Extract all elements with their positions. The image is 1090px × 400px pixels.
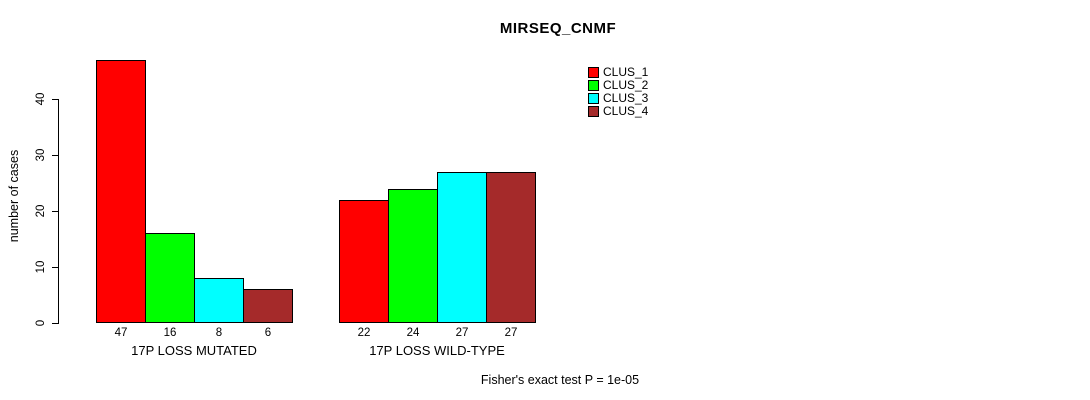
- legend: CLUS_1 CLUS_2 CLUS_3 CLUS_4: [588, 66, 648, 118]
- bar: [96, 60, 146, 323]
- legend-swatch: [588, 93, 599, 104]
- y-tick: [52, 267, 59, 268]
- y-tick: [52, 211, 59, 212]
- legend-item: CLUS_1: [588, 66, 648, 79]
- bar: [145, 233, 195, 323]
- y-tick-label: 40: [35, 92, 47, 106]
- legend-label: CLUS_2: [603, 78, 649, 92]
- bar: [437, 172, 487, 323]
- legend-swatch: [588, 67, 599, 78]
- y-tick: [52, 155, 59, 156]
- legend-item: CLUS_2: [588, 79, 648, 92]
- bar-value-label: 16: [163, 327, 177, 339]
- bar-value-label: 27: [455, 327, 469, 339]
- legend-label: CLUS_3: [603, 91, 649, 105]
- y-tick-label: 30: [35, 148, 47, 162]
- bar-value-label: 47: [114, 327, 128, 339]
- legend-label: CLUS_1: [603, 65, 649, 79]
- chart-title: MIRSEQ_CNMF: [499, 20, 617, 37]
- group-label: 17P LOSS MUTATED: [131, 343, 257, 358]
- y-tick: [52, 323, 59, 324]
- bar: [388, 189, 438, 323]
- legend-label: CLUS_4: [603, 104, 649, 118]
- y-tick: [52, 99, 59, 100]
- bar-value-label: 24: [406, 327, 420, 339]
- y-tick-label: 10: [35, 260, 47, 274]
- bar: [194, 278, 244, 323]
- y-tick-label: 20: [35, 204, 47, 218]
- bar-value-label: 6: [264, 327, 272, 339]
- fisher-test-annotation: Fisher's exact test P = 1e-05: [480, 373, 640, 387]
- legend-item: CLUS_4: [588, 105, 648, 118]
- bar: [339, 200, 389, 323]
- bar-value-label: 8: [215, 327, 223, 339]
- group-label: 17P LOSS WILD-TYPE: [369, 343, 505, 358]
- y-tick-label: 0: [35, 319, 47, 327]
- bar: [486, 172, 536, 323]
- bar-value-label: 22: [357, 327, 371, 339]
- bar-value-label: 27: [504, 327, 518, 339]
- legend-swatch: [588, 80, 599, 91]
- legend-item: CLUS_3: [588, 92, 648, 105]
- y-axis-label: number of cases: [7, 149, 21, 243]
- bar: [243, 289, 293, 323]
- legend-swatch: [588, 106, 599, 117]
